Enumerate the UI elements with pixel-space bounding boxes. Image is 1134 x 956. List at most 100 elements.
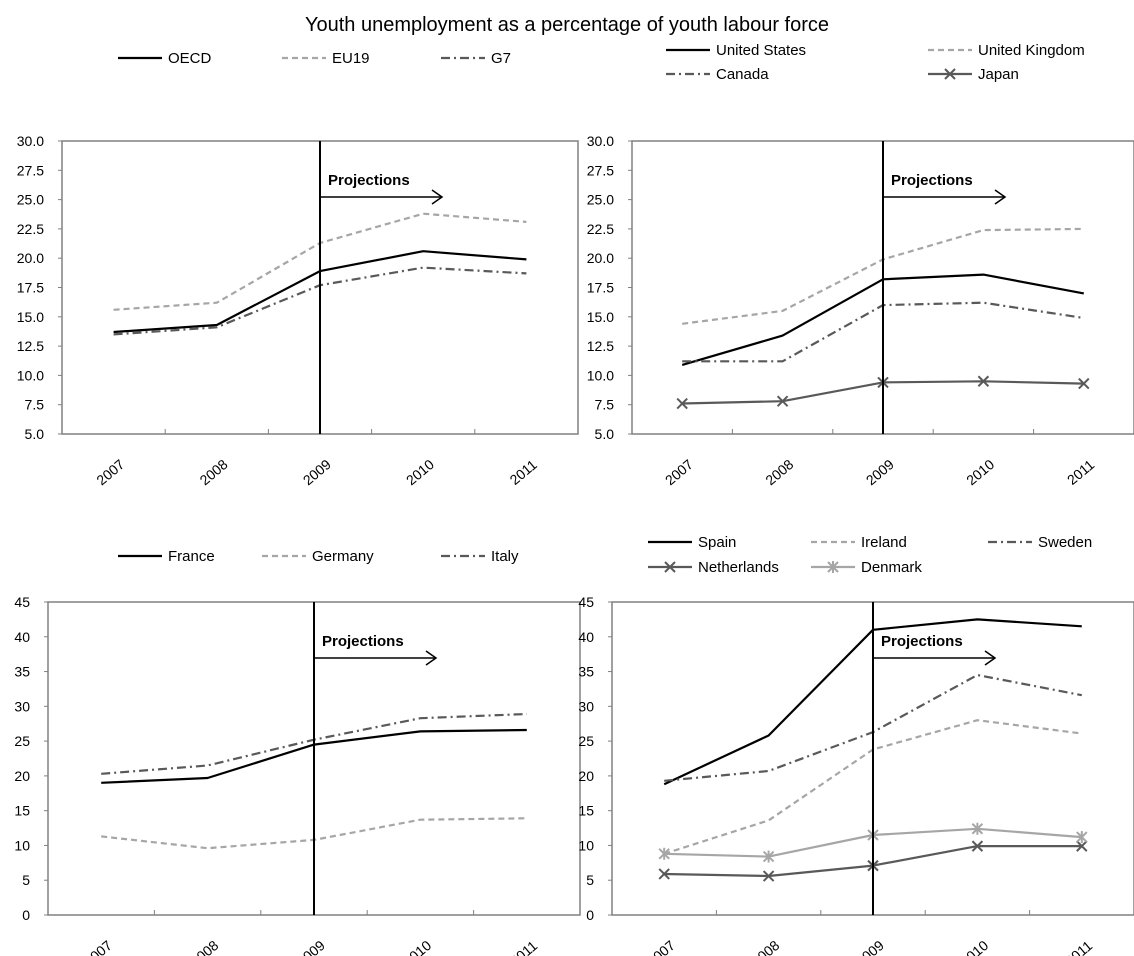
y-tick-label: 7.5	[25, 397, 45, 413]
x-tick-label-2007: 2007	[644, 937, 678, 956]
legend-label-netherlands: Netherlands	[698, 559, 779, 576]
y-tick-label: 20	[14, 768, 30, 784]
marker-netherlands-2007-b	[658, 868, 670, 880]
y-tick-label: 15	[14, 803, 30, 819]
chart-panel-non-euro-countries: 30.0 27.5 25.0 22.5 20.0 17.5 15.0 12.5 10.0 7.5 5…	[587, 42, 1134, 488]
y-tick-label: 25	[578, 733, 594, 749]
projection-label: Projections	[881, 633, 963, 650]
x-tick-label-2011: 2011	[507, 456, 541, 488]
y-tick-label: 30.0	[17, 133, 44, 149]
projection-arrow-head	[984, 650, 997, 666]
x-tick-label-2009: 2009	[863, 456, 897, 488]
x-tick-label-2009: 2009	[294, 937, 328, 956]
y-tick-label: 25.0	[587, 192, 614, 208]
y-tick-label: 40	[578, 629, 594, 645]
projection-arrow-head	[431, 189, 444, 205]
legend-label-germany: Germany	[312, 548, 374, 565]
y-tick-label: 40	[14, 629, 30, 645]
y-tick-label: 10	[578, 837, 594, 853]
y-tick-label: 12.5	[17, 338, 44, 354]
x-tick-label-2008: 2008	[187, 937, 221, 956]
x-tick-label-2011: 2011	[507, 937, 541, 956]
legend-label-united-kingdom: United Kingdom	[978, 42, 1085, 59]
y-tick-label: 15.0	[17, 309, 44, 325]
y-tick-label: 25	[14, 733, 30, 749]
x-tick-label-2010: 2010	[963, 456, 997, 488]
y-tick-label: 30	[14, 698, 30, 714]
legend-label-united-states: United States	[716, 42, 806, 59]
marker-japan-2007-b	[676, 397, 688, 410]
y-tick-label: 35	[14, 664, 30, 680]
x-tick-label-2010: 2010	[403, 456, 437, 488]
legend-label-g7: G7	[491, 50, 511, 67]
y-tick-label: 5	[22, 872, 30, 888]
y-tick-label: 45	[578, 594, 594, 610]
legend-label-canada: Canada	[716, 66, 769, 83]
chart-panel-oecd-aggregates: 30.0 27.5 25.0 22.5 20.0 17.5 15.0 12.5 10.0 7.5 5…	[17, 50, 579, 488]
projection-label: Projections	[328, 172, 410, 189]
legend-label-france: France	[168, 548, 215, 565]
legend-label-ireland: Ireland	[861, 534, 907, 551]
y-tick-label: 35	[578, 664, 594, 680]
marker-japan-2011-b	[1078, 377, 1090, 390]
legend-label-oecd: OECD	[168, 50, 212, 67]
x-tick-label-2009: 2009	[853, 937, 887, 956]
projection-arrow-head	[425, 650, 438, 666]
y-tick-label: 0	[22, 907, 30, 923]
legend-marker-japan-b	[944, 68, 956, 80]
y-tick-label: 27.5	[17, 162, 44, 178]
figure-title: Youth unemployment as a percentage of yo…	[304, 14, 830, 36]
marker-netherlands-2010-b	[971, 840, 984, 852]
chart-panel-euro-large-countries: 45 40 35 30 25 20 15 10 5 0 2007 2008 2009 2010 2011 Pr…	[14, 548, 581, 956]
chart-panel-euro-small-countries: 45 40 35 30 25 20 15 10 5 0 2007 2008 2009 2010 2011 Pr…	[578, 534, 1134, 956]
marker-japan-2008-b	[776, 395, 789, 407]
marker-japan-2010-b	[977, 375, 990, 387]
x-tick-label-2011: 2011	[1062, 937, 1096, 956]
y-tick-label: 10.0	[17, 367, 44, 383]
x-tick-label-2009: 2009	[300, 456, 334, 488]
y-tick-label: 22.5	[587, 221, 614, 237]
projection-label: Projections	[891, 172, 973, 189]
y-tick-label: 20.0	[587, 250, 614, 266]
x-tick-label-2008: 2008	[197, 456, 231, 488]
y-tick-label: 7.5	[595, 397, 615, 413]
x-tick-label-2008: 2008	[762, 456, 796, 488]
y-tick-label: 15	[578, 803, 594, 819]
x-tick-label-2007: 2007	[662, 456, 696, 488]
legend-label-eu19: EU19	[332, 50, 370, 67]
y-tick-label: 15.0	[587, 309, 614, 325]
y-tick-label: 20.0	[17, 250, 44, 266]
x-tick-label-2010: 2010	[957, 937, 991, 956]
y-tick-label: 30.0	[587, 133, 614, 149]
y-tick-label: 5.0	[595, 426, 615, 442]
y-tick-label: 12.5	[587, 338, 614, 354]
x-tick-label-2008: 2008	[748, 937, 782, 956]
marker-netherlands-2008-b	[762, 870, 775, 882]
projection-arrow-head	[994, 189, 1007, 205]
legend-label-italy: Italy	[491, 548, 519, 565]
legend-label-denmark: Denmark	[861, 559, 922, 576]
y-tick-label: 10.0	[587, 367, 614, 383]
legend-label-japan: Japan	[978, 66, 1019, 83]
y-tick-label: 22.5	[17, 221, 44, 237]
y-tick-label: 27.5	[587, 162, 614, 178]
projection-label: Projections	[322, 633, 404, 650]
legend-label-spain: Spain	[698, 534, 736, 551]
y-tick-label: 0	[586, 907, 594, 923]
marker-netherlands-2011-b	[1076, 840, 1088, 852]
x-tick-label-2011: 2011	[1064, 456, 1098, 488]
legend-marker-netherlands-b	[664, 561, 676, 573]
y-tick-label: 45	[14, 594, 30, 610]
y-tick-label: 20	[578, 768, 594, 784]
y-tick-label: 17.5	[17, 280, 44, 296]
x-tick-label-2007: 2007	[93, 456, 127, 488]
y-tick-label: 30	[578, 698, 594, 714]
y-tick-label: 5	[586, 872, 594, 888]
y-tick-label: 17.5	[587, 280, 614, 296]
x-tick-label-2007: 2007	[81, 937, 115, 956]
y-tick-label: 10	[14, 837, 30, 853]
legend-label-sweden: Sweden	[1038, 534, 1092, 551]
x-tick-label-2010: 2010	[400, 937, 434, 956]
y-tick-label: 5.0	[25, 426, 45, 442]
y-tick-label: 25.0	[17, 192, 44, 208]
